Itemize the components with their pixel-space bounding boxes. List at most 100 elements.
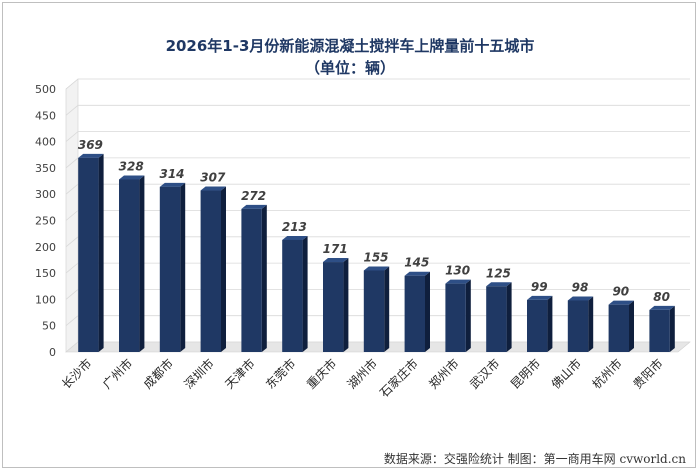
gridline: [65, 288, 690, 300]
bar-side: [180, 182, 186, 352]
bar-side: [261, 204, 267, 352]
data-label: 155: [363, 250, 388, 264]
bar: [282, 239, 303, 352]
bar: [119, 179, 140, 352]
gridline: [65, 210, 690, 221]
bar-side: [343, 258, 349, 352]
data-label: 307: [200, 171, 226, 185]
gridline: [65, 104, 690, 116]
y-tick-label: 0: [49, 346, 56, 359]
x-tick-label: 湖州市: [344, 356, 380, 392]
bar-top: [323, 258, 349, 263]
x-tick-label: 杭州市: [589, 356, 625, 392]
bar-side: [629, 300, 634, 352]
gridline: [65, 236, 690, 248]
data-label: 328: [119, 159, 144, 173]
x-tick-label: 广州市: [99, 356, 135, 392]
gridline: [65, 183, 690, 195]
bar: [567, 300, 589, 352]
bar-top: [119, 175, 145, 180]
bar-top: [445, 279, 471, 284]
y-tick-label: 300: [35, 188, 56, 201]
bar-top: [78, 153, 104, 158]
bar: [200, 190, 221, 352]
data-label: 145: [404, 256, 429, 270]
y-tick-label: 250: [35, 215, 56, 228]
bar-top: [241, 204, 267, 209]
gridline: [65, 315, 690, 327]
x-tick-label: 深圳市: [181, 356, 217, 392]
data-label: 272: [241, 189, 266, 203]
y-tick-label: 50: [42, 320, 56, 333]
data-label: 99: [531, 280, 548, 294]
x-tick-label: 昆明市: [507, 356, 543, 392]
x-tick-label: 东莞市: [262, 356, 298, 392]
x-tick-label: 石家庄市: [376, 356, 421, 401]
y-tick-label: 500: [35, 83, 56, 96]
y-tick-label: 200: [35, 241, 56, 254]
bar-side: [506, 282, 512, 352]
bar-top: [159, 182, 186, 187]
x-tick-label: 长沙市: [58, 356, 94, 392]
bar-top: [200, 186, 226, 191]
y-tick-label: 400: [35, 136, 56, 149]
data-label: 171: [323, 242, 348, 256]
x-tick-label: 佛山市: [548, 356, 584, 392]
bar-top: [404, 271, 430, 276]
bar: [527, 299, 548, 352]
bar-top: [567, 296, 594, 301]
x-tick-label: 郑州市: [426, 356, 462, 392]
x-tick-label: 成都市: [140, 356, 176, 392]
gridline: [65, 131, 690, 142]
data-label: 314: [159, 167, 184, 181]
data-label: 130: [445, 264, 470, 278]
bar-side: [384, 266, 390, 352]
y-tick-label: 100: [35, 293, 56, 306]
bar: [363, 270, 385, 352]
bar-top: [282, 235, 308, 240]
y-tick-label: 450: [35, 109, 56, 122]
chart-title: 2026年1-3月份新能源混凝土搅拌车上牌量前十五城市: [165, 37, 535, 55]
bar: [486, 286, 507, 352]
bar-top: [608, 300, 634, 305]
data-label: 125: [486, 266, 511, 280]
bar-side: [221, 186, 226, 352]
bar: [78, 157, 99, 352]
bar-side: [302, 235, 308, 352]
x-tick-label: 武汉市: [466, 356, 502, 392]
bar-side: [465, 279, 471, 352]
bar-side: [547, 295, 553, 352]
data-label: 98: [572, 280, 589, 294]
data-label: 369: [78, 138, 103, 152]
bar-top: [486, 282, 512, 287]
chart-subtitle: （单位：辆）: [304, 59, 395, 77]
data-label: 90: [612, 285, 629, 299]
bar: [323, 262, 344, 352]
bar-top: [363, 266, 390, 271]
bar: [404, 275, 425, 352]
bar-side: [139, 175, 145, 352]
y-tick-label: 350: [35, 162, 56, 175]
bar: [649, 309, 670, 352]
x-tick-label: 重庆市: [303, 356, 339, 392]
bar-side: [98, 153, 104, 352]
bar-top: [649, 305, 675, 310]
bar-top: [527, 295, 553, 300]
gridline: [65, 262, 690, 274]
data-label: 80: [653, 290, 670, 304]
bar: [608, 304, 629, 352]
gridline: [65, 157, 690, 169]
bar-side: [588, 296, 594, 352]
x-tick-label: 天津市: [222, 356, 258, 392]
x-tick-label: 贵阳市: [630, 356, 666, 392]
bar: [241, 208, 262, 352]
bar: [445, 283, 466, 352]
data-source-footer: 数据来源：交强险统计 制图：第一商用车网 cvworld.cn: [383, 452, 686, 466]
bar-side: [669, 305, 675, 352]
bar: [159, 186, 181, 352]
y-tick-label: 150: [35, 267, 56, 280]
data-label: 213: [282, 220, 307, 234]
gridline: [65, 341, 690, 353]
gridline: [65, 78, 690, 90]
